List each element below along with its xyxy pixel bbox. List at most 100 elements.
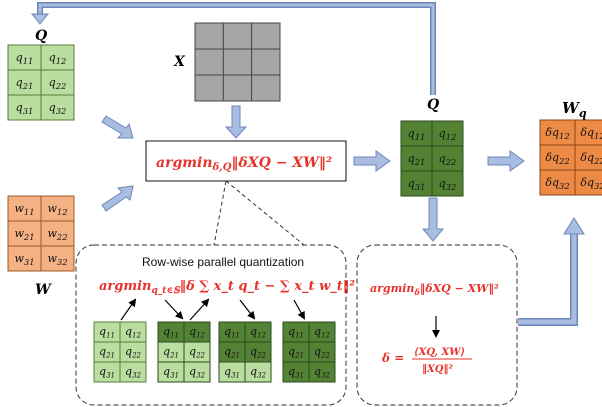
matrix-cell [40, 94, 75, 121]
matrix-cell-label: q12 [250, 325, 267, 340]
matrix-cell-label: q21 [224, 345, 240, 360]
matrix-cell [574, 144, 602, 171]
matrix-cell-label: q22 [439, 152, 457, 167]
wq-label: Wq [562, 99, 587, 120]
arrow-delta-to-wq [518, 217, 585, 326]
matrix-cell [400, 145, 433, 172]
matrix-cell-label: q11 [224, 325, 240, 340]
arrow-w-to-formula [101, 185, 134, 212]
wq-matrix: δq12 δq12 δq22 δq22 δq32 δq32 [539, 119, 602, 196]
q-left-matrix: q11 q12 q21 q22 q31 q32 [7, 44, 75, 121]
matrix-cell-label: q21 [16, 76, 34, 91]
matrix-cell-label: q11 [99, 325, 115, 340]
row-wise-box [75, 244, 347, 406]
matrix-cell [539, 144, 576, 171]
matrix-cell-label: δq32 [580, 176, 602, 191]
matrix-cell-label: w21 [14, 227, 34, 242]
matrix-cell-label: δq22 [580, 151, 602, 166]
matrix-cell-label: q22 [125, 345, 142, 360]
matrix-cell [539, 169, 576, 196]
matrix-cell-label: q31 [224, 365, 240, 380]
matrix-cell [244, 361, 272, 383]
delta-eq: δ = [381, 351, 404, 365]
delta-denominator: ‖XQ‖² [422, 364, 453, 375]
matrix-cell-label: q22 [314, 345, 331, 360]
row-wise-caption: Row-wise parallel quantization [142, 255, 304, 269]
matrix-cell-label: q31 [288, 365, 304, 380]
matrix-cell-label: q22 [189, 345, 206, 360]
matrix-cell-label: q12 [439, 127, 457, 142]
matrix-cell-label: q22 [250, 345, 267, 360]
matrix-cell-label: q11 [16, 51, 34, 66]
x-label: X [173, 54, 186, 70]
matrix-cell-label: q31 [99, 365, 115, 380]
w-left-matrix: w11 w12 w21 w22 w31 w32 [7, 195, 75, 272]
x-matrix [194, 22, 281, 102]
matrix-cell-label: q11 [408, 127, 426, 142]
main-formula: argminδ,Q‖δXQ − XW‖² [156, 155, 332, 173]
matrix-cell-label: w12 [47, 202, 67, 217]
w-left-label: W [35, 282, 52, 298]
matrix-cell-label: q21 [99, 345, 115, 360]
row-step-matrix-4: q11 q12 q21 q22 q31 q32 [282, 321, 336, 383]
row-wise-formula: argminq_t∈𝕊‖δ ∑ x_t q_t − ∑ x_t w_t‖² [99, 279, 355, 296]
matrix-cell [574, 169, 602, 196]
matrix-cell [40, 220, 75, 247]
matrix-cell-label: q32 [189, 365, 206, 380]
matrix-cell-label: δq32 [545, 176, 569, 191]
matrix-cell [7, 195, 42, 222]
matrix-cell [431, 120, 464, 147]
matrix-cell [119, 361, 147, 383]
matrix-cell [7, 44, 42, 71]
matrix-cell-label: q32 [250, 365, 267, 380]
matrix-cell-label: q11 [163, 325, 179, 340]
matrix-cell [40, 195, 75, 222]
matrix-cell [40, 245, 75, 272]
matrix-cell-label: q12 [189, 325, 206, 340]
matrix-cell-label: q12 [125, 325, 142, 340]
arrow-formula-to-q [353, 150, 391, 172]
matrix-cell [308, 361, 336, 383]
row-step-matrix-2: q11 q12 q21 q22 q31 q32 [157, 321, 211, 383]
matrix-cell-label: q22 [49, 76, 67, 91]
delta-argmin-formula: argminδ‖δXQ − XW‖² [370, 282, 499, 297]
matrix-cell [431, 145, 464, 172]
delta-numerator: ⟨XQ, XW⟩ [414, 347, 465, 358]
row-step-matrix-3: q11 q12 q21 q22 q31 q32 [218, 321, 272, 383]
arrow-x-down [224, 105, 248, 139]
matrix-cell-label: q31 [408, 177, 426, 192]
matrix-cell-label: q31 [16, 101, 34, 116]
matrix-cell-label: q32 [314, 365, 331, 380]
matrix-cell-label: w31 [14, 252, 34, 267]
matrix-cell-label: w11 [14, 202, 34, 217]
row-step-matrix-1: q11 q12 q21 q22 q31 q32 [93, 321, 147, 383]
matrix-cell-label: q32 [125, 365, 142, 380]
delta-box [356, 244, 518, 406]
matrix-cell-label: q21 [408, 152, 426, 167]
matrix-cell [7, 94, 42, 121]
matrix-cell-label: q11 [288, 325, 304, 340]
matrix-cell [40, 44, 75, 71]
q-right-matrix: q11 q12 q21 q22 q31 q32 [400, 120, 464, 197]
matrix-cell [431, 170, 464, 197]
arrow-q-to-formula [101, 115, 134, 139]
matrix-cell-label: q21 [163, 345, 179, 360]
matrix-cell-label: q31 [163, 365, 179, 380]
q-right-label: Q [427, 97, 439, 113]
matrix-cell-label: q12 [49, 51, 67, 66]
matrix-cell-label: q21 [288, 345, 304, 360]
callout-line-right [225, 180, 305, 246]
feedback-loop-arrow [30, 2, 436, 95]
matrix-cell-label: w22 [47, 227, 67, 242]
matrix-cell-label: δq12 [580, 126, 602, 141]
matrix-cell [400, 170, 433, 197]
row-arrows [120, 298, 305, 321]
arrow-q-to-wq [487, 150, 525, 172]
matrix-cell-label: q32 [439, 177, 457, 192]
arrow-q-down [421, 197, 445, 242]
q-left-label: Q [35, 28, 47, 44]
callout-line-left [213, 180, 227, 246]
matrix-cell-label: δq12 [545, 126, 569, 141]
matrix-cell-label: q32 [49, 101, 67, 116]
